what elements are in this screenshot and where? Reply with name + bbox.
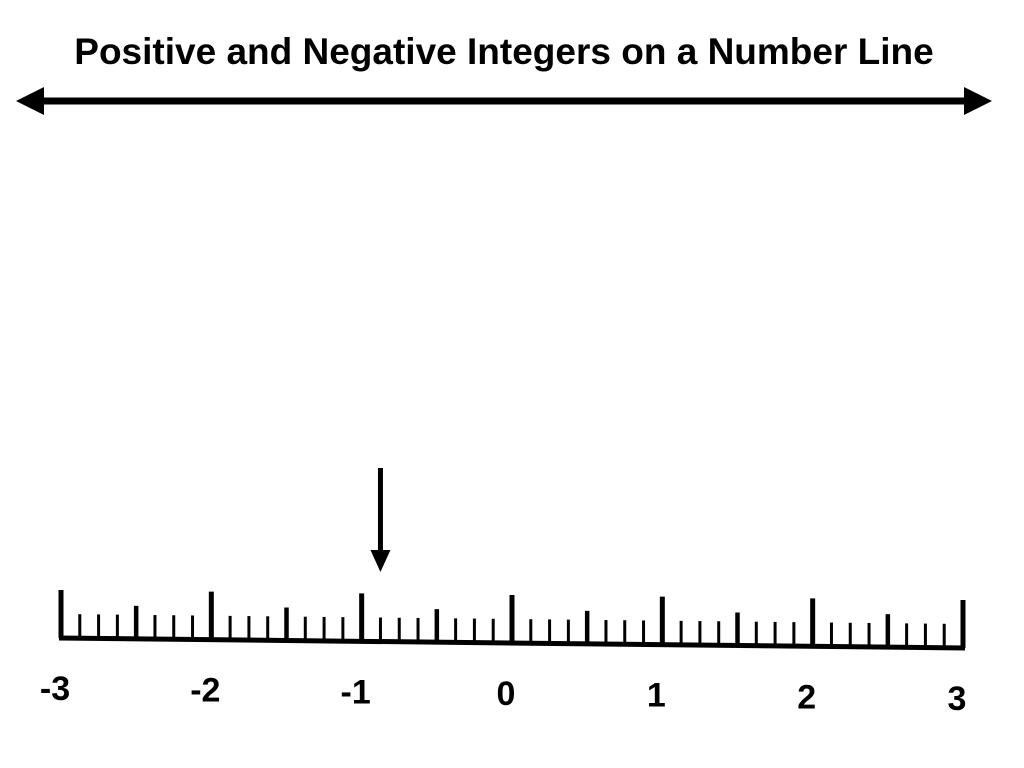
tick-label: -3 — [40, 670, 70, 708]
left-arrowhead — [16, 87, 44, 115]
tick-label: 0 — [497, 675, 516, 713]
tick-label: -2 — [190, 672, 220, 710]
number-line-labels: -3 -2 -1 0 1 2 3 — [40, 670, 967, 718]
number-line-ticks — [58, 590, 966, 648]
pointer-arrow — [370, 468, 391, 572]
tick-label: 2 — [797, 678, 816, 716]
pointer-arrowhead — [370, 550, 391, 572]
number-line-ruler — [58, 590, 966, 651]
double-arrow-line — [16, 87, 992, 115]
tick-label: 3 — [948, 680, 967, 718]
tick-label: 1 — [647, 677, 666, 715]
right-arrowhead — [964, 87, 992, 115]
page-title: Positive and Negative Integers on a Numb… — [74, 31, 934, 72]
tick-label: -1 — [341, 673, 371, 711]
